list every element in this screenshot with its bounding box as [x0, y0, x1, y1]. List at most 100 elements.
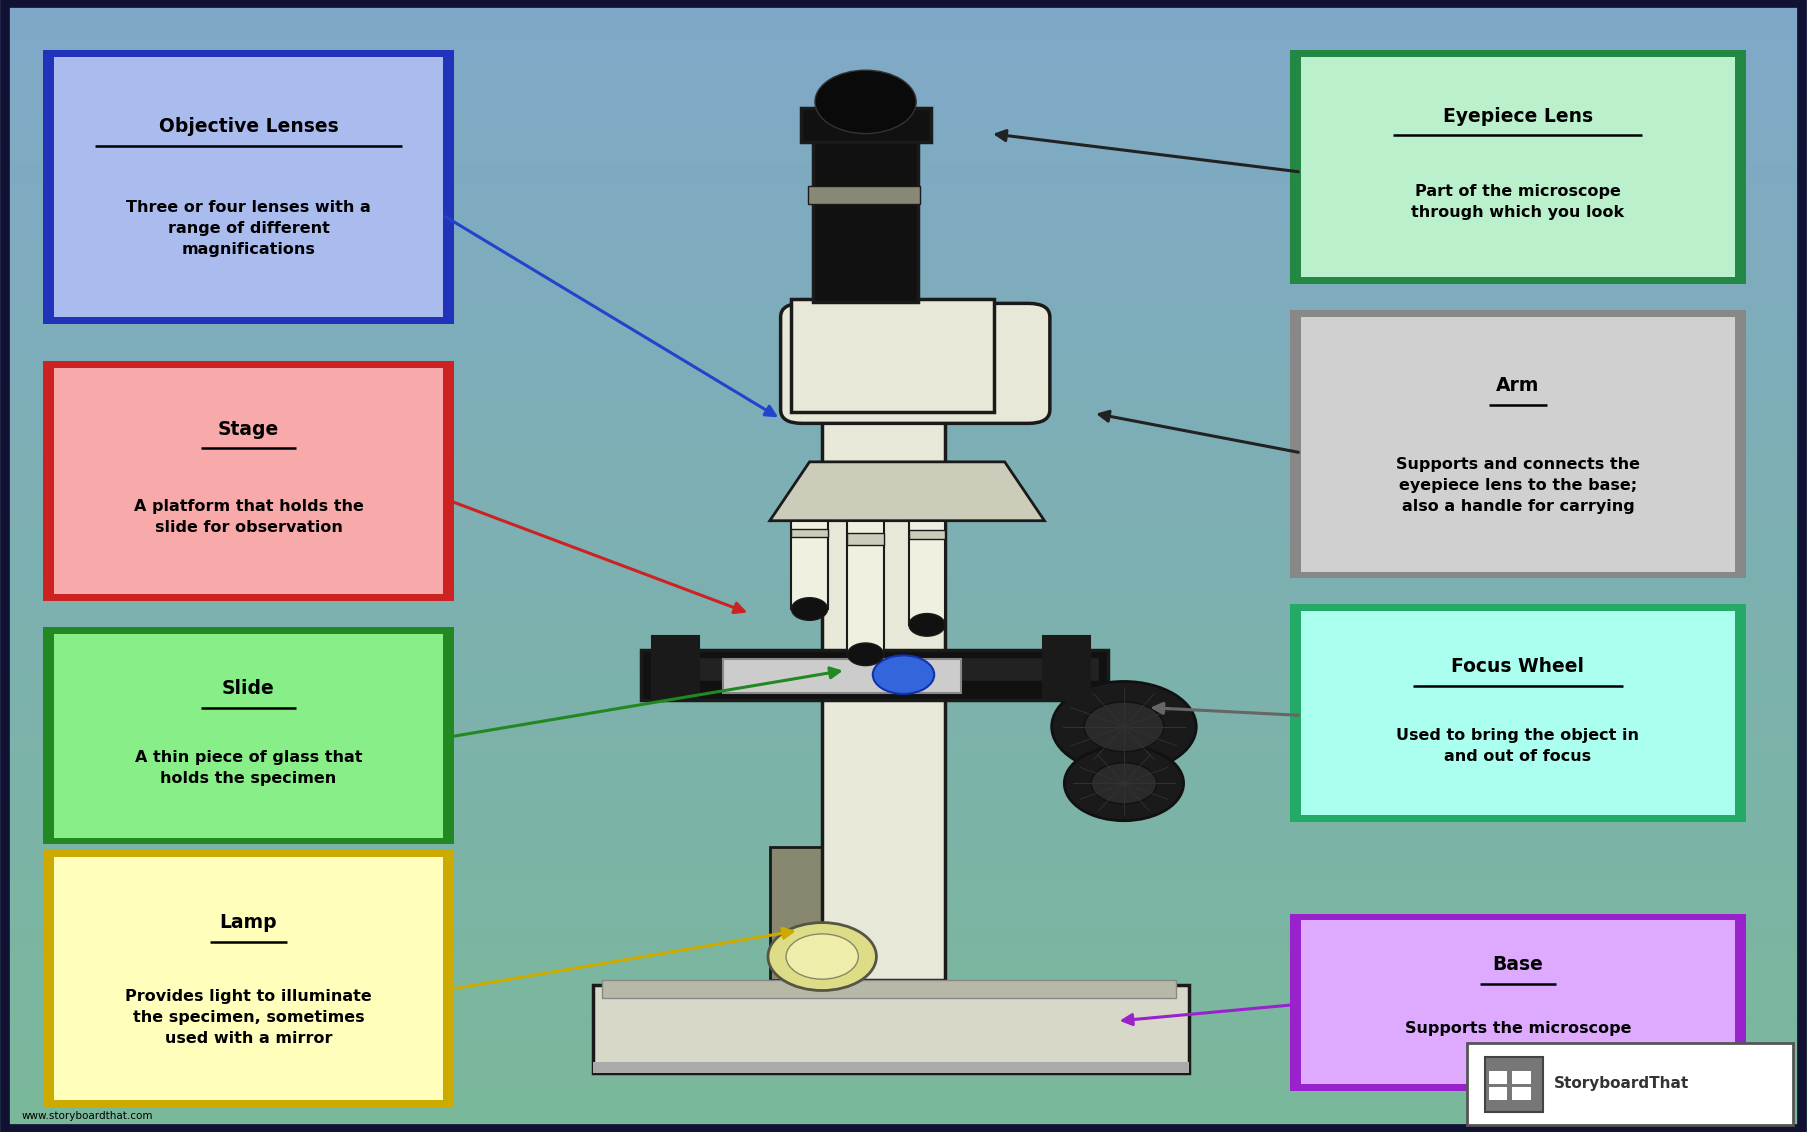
Bar [0, 96, 1807, 102]
Bar [0, 515, 1807, 521]
FancyBboxPatch shape [847, 521, 884, 654]
Bar [0, 1013, 1807, 1019]
FancyBboxPatch shape [723, 659, 961, 693]
Bar [0, 792, 1807, 798]
Bar [0, 470, 1807, 475]
Bar [0, 877, 1807, 883]
Bar [0, 255, 1807, 260]
Text: A platform that holds the
slide for observation: A platform that holds the slide for obse… [134, 499, 363, 535]
Bar [0, 413, 1807, 419]
Bar [0, 1002, 1807, 1007]
Text: Used to bring the object in
and out of focus: Used to bring the object in and out of f… [1397, 728, 1639, 764]
Bar [0, 764, 1807, 770]
Polygon shape [770, 462, 1044, 521]
FancyBboxPatch shape [770, 847, 875, 980]
Bar [0, 215, 1807, 221]
Bar [0, 974, 1807, 979]
Bar [0, 283, 1807, 289]
Bar [0, 617, 1807, 623]
Bar [0, 396, 1807, 402]
Bar [0, 487, 1807, 492]
Bar [0, 334, 1807, 340]
Bar [0, 266, 1807, 272]
Bar [0, 560, 1807, 566]
Bar [0, 928, 1807, 934]
Bar [0, 238, 1807, 243]
Bar [0, 40, 1807, 45]
Bar [0, 1115, 1807, 1121]
Bar [0, 130, 1807, 136]
Bar [0, 362, 1807, 368]
Bar [0, 504, 1807, 509]
Bar [0, 1019, 1807, 1024]
Circle shape [815, 70, 916, 134]
FancyBboxPatch shape [651, 657, 1099, 681]
FancyBboxPatch shape [593, 985, 1189, 1073]
Bar [0, 849, 1807, 855]
Bar [0, 589, 1807, 594]
FancyBboxPatch shape [1290, 310, 1746, 578]
FancyBboxPatch shape [602, 980, 1176, 998]
Bar [0, 940, 1807, 945]
Bar [0, 741, 1807, 747]
FancyBboxPatch shape [1489, 1071, 1507, 1084]
Bar [0, 668, 1807, 674]
FancyBboxPatch shape [1467, 1043, 1793, 1125]
FancyBboxPatch shape [1485, 1057, 1543, 1112]
Bar [0, 730, 1807, 736]
Bar [0, 572, 1807, 577]
Bar [0, 226, 1807, 232]
Bar [0, 11, 1807, 17]
Bar [0, 85, 1807, 91]
Text: Arm: Arm [1496, 376, 1540, 395]
Bar [0, 481, 1807, 487]
Bar [0, 809, 1807, 815]
FancyBboxPatch shape [781, 303, 1050, 423]
Bar [0, 424, 1807, 430]
FancyBboxPatch shape [791, 299, 994, 412]
Bar [0, 538, 1807, 543]
Bar [0, 357, 1807, 362]
Bar [0, 640, 1807, 645]
Bar [0, 628, 1807, 634]
Text: Base: Base [1493, 955, 1543, 975]
FancyBboxPatch shape [652, 636, 699, 700]
Text: Supports the microscope: Supports the microscope [1404, 1021, 1632, 1036]
Bar [0, 781, 1807, 787]
Bar [0, 906, 1807, 911]
FancyBboxPatch shape [641, 650, 1108, 700]
Bar [0, 374, 1807, 379]
Bar [0, 441, 1807, 447]
Bar [0, 979, 1807, 985]
FancyBboxPatch shape [54, 368, 443, 594]
Bar [0, 611, 1807, 617]
Bar [0, 832, 1807, 838]
Bar [0, 657, 1807, 662]
Bar [0, 1126, 1807, 1132]
Bar [0, 1070, 1807, 1075]
Bar [0, 311, 1807, 317]
Bar [0, 260, 1807, 266]
Bar [0, 181, 1807, 187]
Bar [0, 555, 1807, 560]
Bar [0, 204, 1807, 209]
Bar [0, 758, 1807, 764]
Circle shape [1084, 702, 1164, 752]
Bar [0, 351, 1807, 357]
Text: Part of the microscope
through which you look: Part of the microscope through which you… [1411, 185, 1624, 221]
Bar [0, 747, 1807, 753]
Bar [0, 708, 1807, 713]
Text: Focus Wheel: Focus Wheel [1451, 657, 1585, 676]
Bar [0, 872, 1807, 877]
Bar [0, 968, 1807, 974]
FancyBboxPatch shape [593, 1062, 1189, 1073]
Bar [0, 294, 1807, 300]
Bar [0, 153, 1807, 158]
Bar [0, 221, 1807, 226]
Bar [0, 108, 1807, 113]
Bar [0, 962, 1807, 968]
Bar [0, 498, 1807, 504]
Bar [0, 623, 1807, 628]
Bar [0, 74, 1807, 79]
Circle shape [873, 655, 934, 694]
